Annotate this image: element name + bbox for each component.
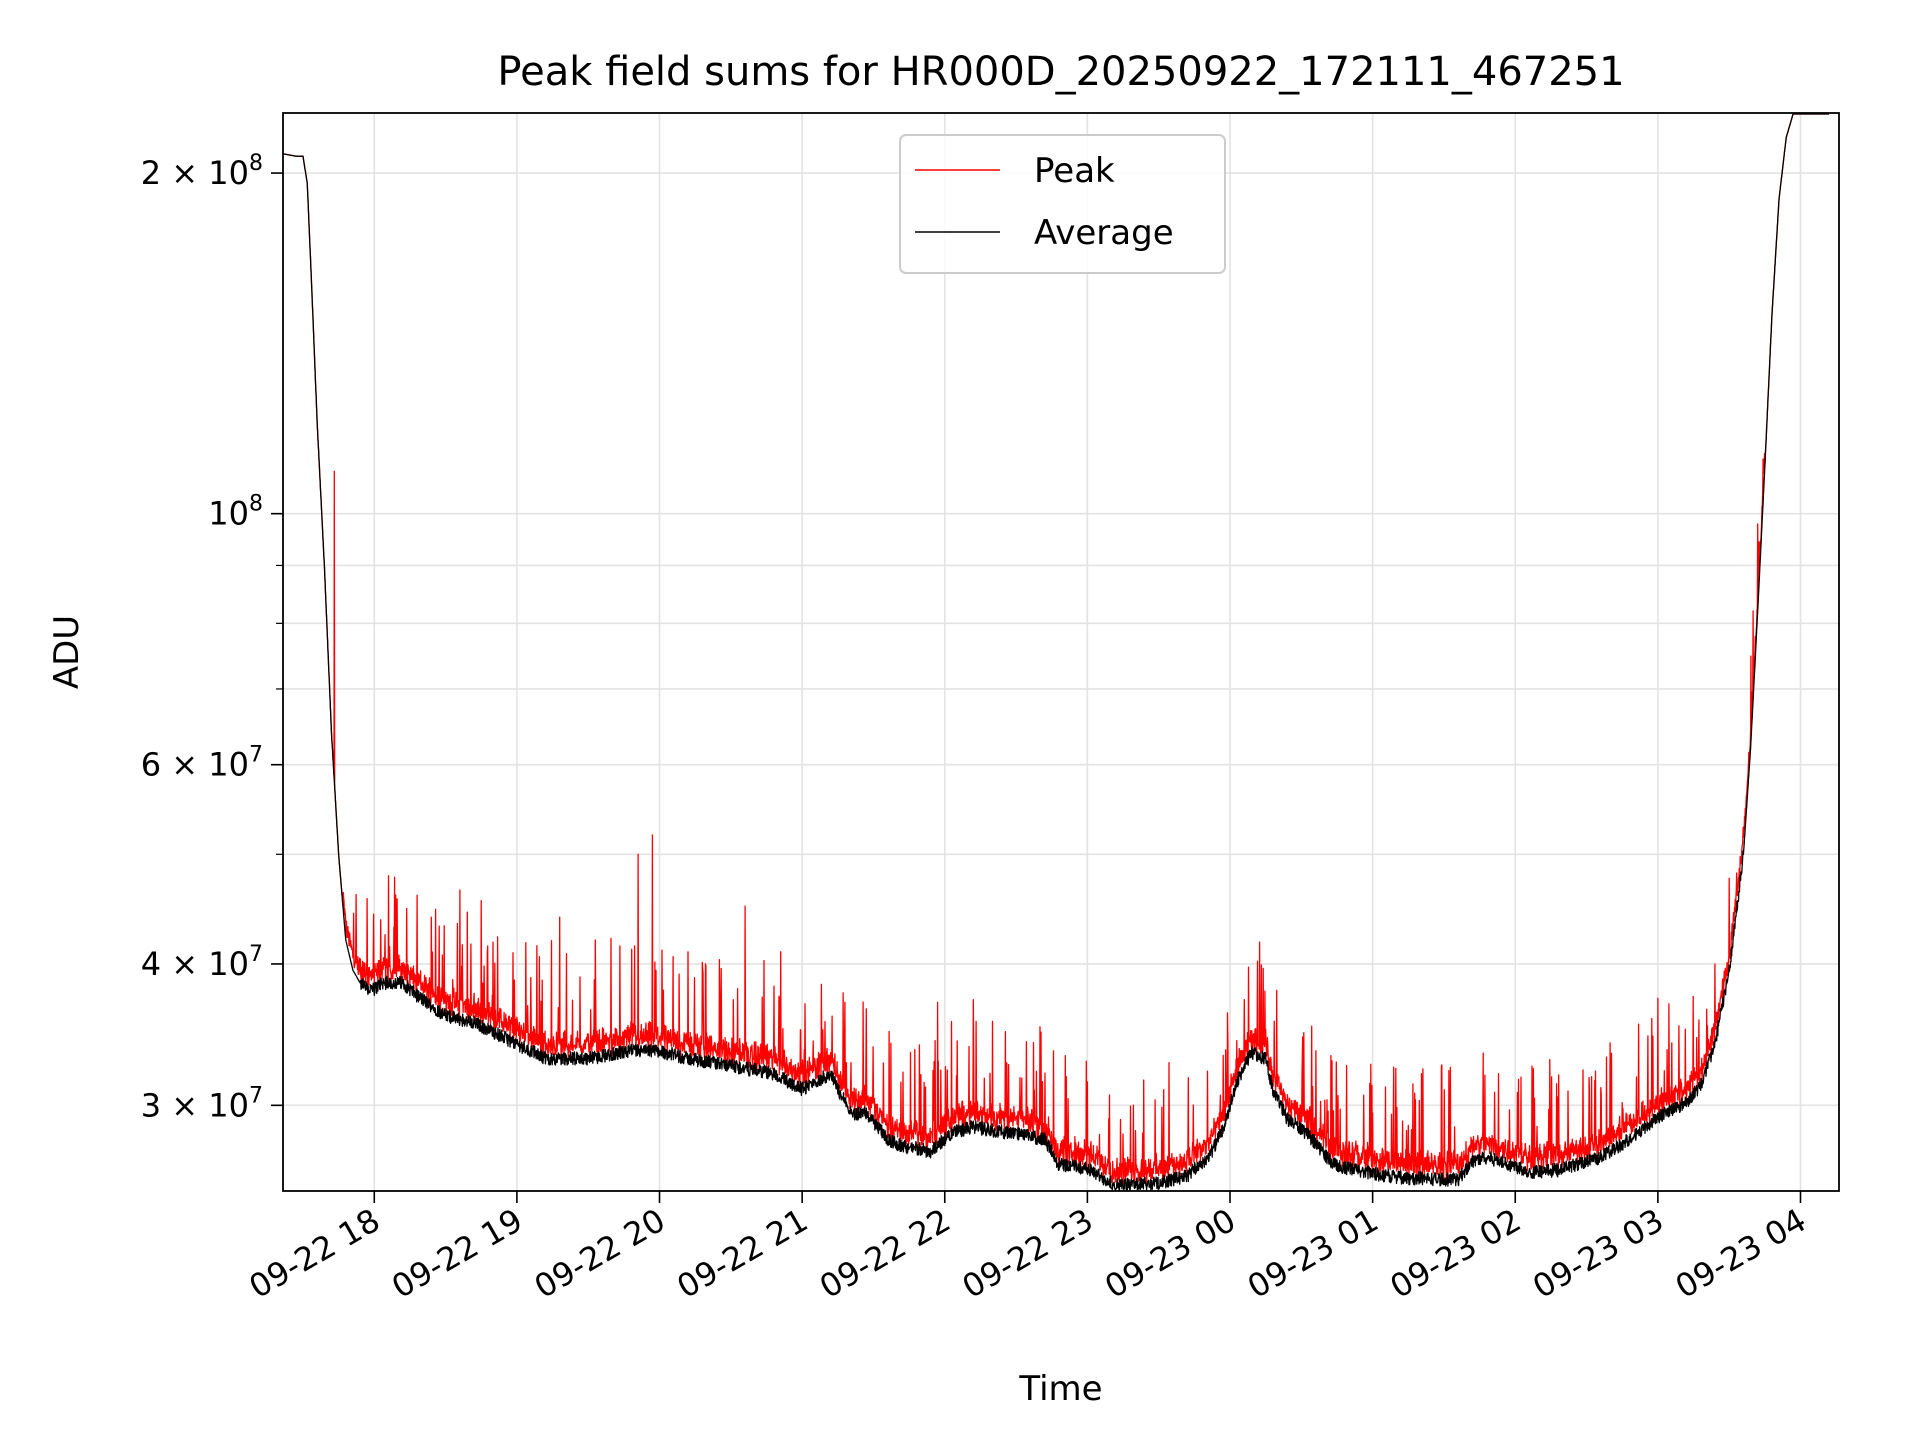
y-tick-label-exponent: 8 (249, 151, 263, 176)
y-tick-label-exponent: 7 (249, 942, 263, 967)
y-tick-label: 6 × 107 (141, 743, 263, 784)
legend-peak-label: Peak (1034, 151, 1115, 191)
y-tick-label: 3 × 107 (141, 1083, 263, 1124)
x-axis-label: Time (1018, 1369, 1102, 1409)
legend-average-label: Average (1034, 213, 1174, 253)
legend: Peak Average (899, 134, 1226, 274)
y-axis-label: ADU (47, 615, 87, 689)
y-tick-label-base: 2 × 10 (141, 154, 249, 192)
series-line-peak (282, 113, 1830, 1185)
series-line-average (282, 113, 1830, 1191)
y-tick-label-base: 4 × 10 (141, 945, 249, 983)
chart-title: Peak field sums for HR000D_20250922_1721… (497, 49, 1624, 95)
y-tick-label-base: 10 (208, 495, 249, 533)
y-tick-label-base: 3 × 10 (141, 1086, 249, 1124)
y-tick-label: 2 × 108 (141, 151, 263, 192)
axes-frame (282, 112, 1840, 1192)
y-tick-label-exponent: 8 (249, 492, 263, 517)
y-tick-label-exponent: 7 (249, 743, 263, 768)
y-tick-label: 108 (208, 492, 263, 533)
y-tick-label-base: 6 × 10 (141, 746, 249, 784)
series-area (282, 113, 1830, 1191)
y-tick-label-exponent: 7 (249, 1083, 263, 1108)
grid (283, 113, 1839, 1191)
y-tick-label: 4 × 107 (141, 942, 263, 983)
